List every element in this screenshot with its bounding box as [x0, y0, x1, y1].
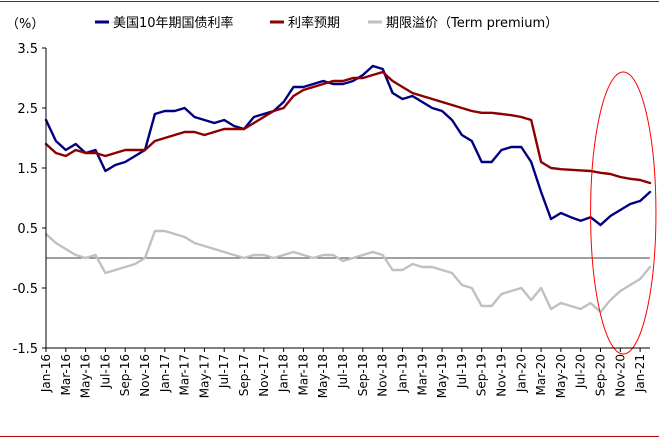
y-tick-label-5: -1.5	[13, 342, 38, 357]
x-tick-label-12: Jan-18	[277, 354, 291, 393]
x-tick-label-28: Sep-20	[593, 354, 607, 396]
x-tick-label-22: Sep-19	[475, 354, 489, 396]
y-tick-label-4: -0.5	[13, 282, 38, 297]
y-tick-label-2: 1.5	[17, 162, 38, 177]
legend-label-2: 期限溢价（Term premium）	[386, 16, 558, 31]
x-tick-label-1: Mar-16	[59, 354, 73, 395]
frame-bottom-rule	[0, 436, 659, 437]
series-group	[44, 64, 652, 314]
y-unit-label: （%）	[6, 17, 44, 32]
x-tick-label-4: Sep-16	[118, 354, 132, 396]
x-tick-label-24: Jan-20	[514, 354, 528, 393]
x-tick-label-16: Sep-18	[356, 354, 370, 396]
x-tick-label-30: Jan-21	[633, 354, 647, 393]
highlight-ellipse-0	[590, 71, 657, 355]
x-tick-label-7: Mar-17	[178, 354, 192, 395]
x-tick-label-29: Nov-20	[613, 354, 627, 397]
y-tick-label-3: 0.5	[17, 222, 38, 237]
x-tick-label-6: Jan-17	[158, 354, 172, 393]
x-tick-label-19: Mar-19	[415, 354, 429, 395]
y-axis-group: 3.5 2.5 1.5 0.5 -0.5 -1.5	[13, 42, 47, 357]
series-line-1	[44, 70, 652, 185]
x-tick-label-21: Jul-19	[455, 354, 469, 389]
x-tick-label-23: Nov-19	[494, 354, 508, 397]
x-tick-label-27: Jul-20	[574, 354, 588, 389]
x-tick-label-0: Jan-16	[39, 354, 53, 393]
x-tick-label-14: May-18	[316, 354, 330, 398]
y-tick-label-1: 2.5	[17, 102, 38, 117]
annotation-group	[590, 71, 657, 355]
legend: 美国10年期国债利率 利率预期 期限溢价（Term premium）	[95, 15, 558, 31]
x-tick-label-2: May-16	[79, 354, 93, 398]
x-tick-label-20: May-19	[435, 354, 449, 398]
series-line-2	[44, 229, 652, 314]
x-tick-label-10: Sep-17	[237, 354, 251, 396]
frame-top-rule	[0, 1, 659, 2]
series-line-0	[44, 64, 652, 227]
x-tick-label-26: May-20	[554, 354, 568, 398]
x-tick-label-15: Jul-18	[336, 354, 350, 389]
x-tick-label-9: Jul-17	[217, 354, 231, 389]
legend-label-0: 美国10年期国债利率	[113, 15, 234, 31]
x-tick-label-18: Jan-19	[395, 354, 409, 393]
x-tick-label-25: Mar-20	[534, 354, 548, 395]
x-tick-label-3: Jul-16	[98, 354, 112, 389]
x-tick-label-13: Mar-18	[296, 354, 310, 395]
legend-label-1: 利率预期	[288, 15, 340, 31]
x-tick-label-5: Nov-16	[138, 354, 152, 397]
x-tick-label-11: Nov-17	[257, 354, 271, 397]
x-tick-label-8: May-17	[197, 354, 211, 398]
x-axis-group: Jan-16 Mar-16 May-16 Jul-16 Sep-16 Nov-16 Jan-…	[39, 347, 650, 398]
x-tick-label-17: Nov-18	[376, 354, 390, 397]
y-tick-label-0: 3.5	[17, 42, 38, 57]
